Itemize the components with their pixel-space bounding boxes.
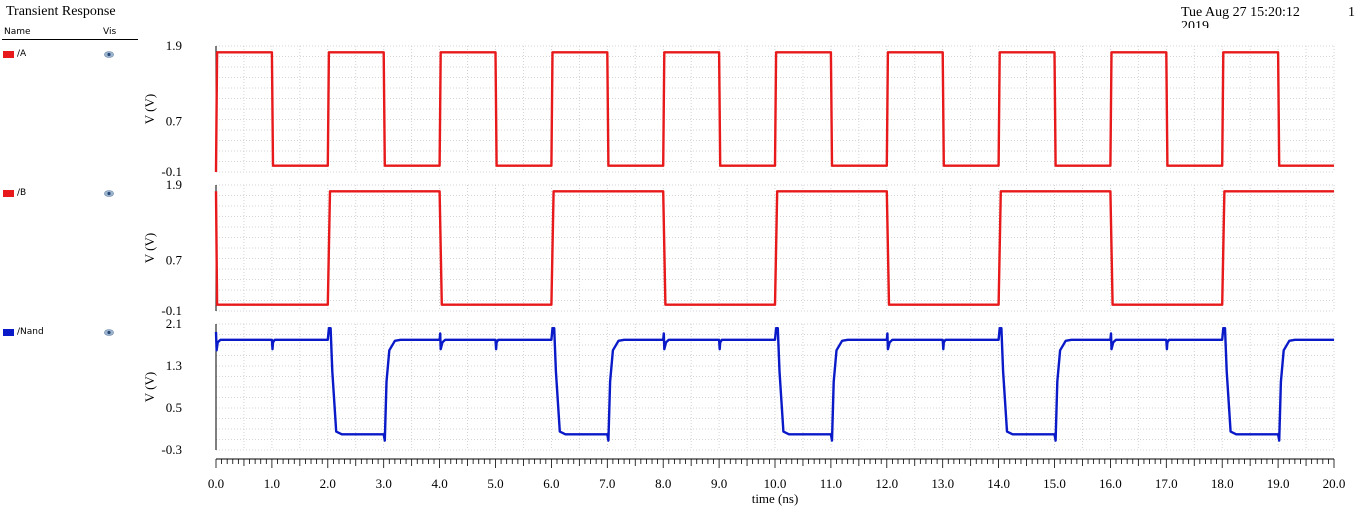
x-tick-label: 4.0	[431, 476, 447, 491]
x-tick-label: 19.0	[1267, 476, 1290, 491]
legend-swatch-nand	[3, 328, 14, 336]
x-tick-label: 3.0	[376, 476, 392, 491]
window-title: Transient Response	[6, 4, 116, 19]
legend-item-nand[interactable]: /Nand	[3, 326, 44, 338]
legend-name-header: Name	[4, 27, 31, 37]
x-tick-label: 7.0	[599, 476, 615, 491]
timestamp-year: 2019	[1181, 20, 1209, 28]
y-tick-label: 0.7	[166, 253, 183, 268]
x-tick-label: 14.0	[987, 476, 1010, 491]
x-tick-label: 10.0	[764, 476, 787, 491]
y-tick-label: -0.1	[161, 303, 182, 318]
x-tick-label: 17.0	[1155, 476, 1178, 491]
x-tick-label: 6.0	[543, 476, 559, 491]
series-line-a	[214, 51, 1334, 173]
x-tick-label: 9.0	[711, 476, 727, 491]
x-tick-label: 12.0	[875, 476, 898, 491]
y-tick-label: 1.3	[166, 358, 182, 373]
x-tick-label: 5.0	[487, 476, 503, 491]
x-tick-label: 1.0	[264, 476, 280, 491]
x-tick-label: 16.0	[1099, 476, 1122, 491]
series-line-nand	[214, 327, 1334, 442]
x-tick-label: 2.0	[320, 476, 336, 491]
y-tick-label: 0.7	[166, 114, 183, 129]
y-tick-label: 1.9	[166, 177, 182, 192]
visibility-eye-icon[interactable]	[104, 329, 114, 336]
y-tick-label: 0.5	[166, 400, 182, 415]
y-tick-label: -0.1	[161, 164, 182, 179]
y-axis-label: V (V)	[142, 233, 157, 263]
timestamp: Tue Aug 27 15:20:12	[1181, 5, 1300, 20]
x-tick-label: 13.0	[931, 476, 954, 491]
y-tick-label: 1.9	[166, 38, 182, 53]
y-axis-label: V (V)	[142, 94, 157, 124]
legend-header-divider	[2, 39, 138, 40]
legend-vis-header: Vis	[103, 27, 117, 37]
legend-item-b[interactable]: /B	[3, 187, 26, 199]
y-tick-label: -0.3	[161, 442, 182, 457]
x-tick-label: 8.0	[655, 476, 671, 491]
y-tick-label: 2.1	[166, 316, 182, 331]
legend-label-nand: /Nand	[17, 327, 44, 337]
legend-swatch-b	[3, 189, 14, 197]
y-axis-label: V (V)	[142, 372, 157, 402]
legend-item-a[interactable]: /A	[3, 48, 26, 60]
visibility-eye-icon[interactable]	[104, 190, 114, 197]
x-tick-label: 0.0	[208, 476, 224, 491]
series-line-b	[214, 190, 1334, 306]
page-number: 1	[1348, 5, 1355, 20]
x-tick-label: 11.0	[820, 476, 842, 491]
visibility-eye-icon[interactable]	[104, 51, 114, 58]
x-axis-label: time (ns)	[752, 491, 799, 506]
x-tick-label: 20.0	[1323, 476, 1346, 491]
legend-swatch-a	[3, 50, 14, 58]
legend-label-b: /B	[17, 188, 27, 198]
x-tick-label: 18.0	[1211, 476, 1234, 491]
x-tick-label: 15.0	[1043, 476, 1066, 491]
legend-label-a: /A	[17, 49, 27, 59]
